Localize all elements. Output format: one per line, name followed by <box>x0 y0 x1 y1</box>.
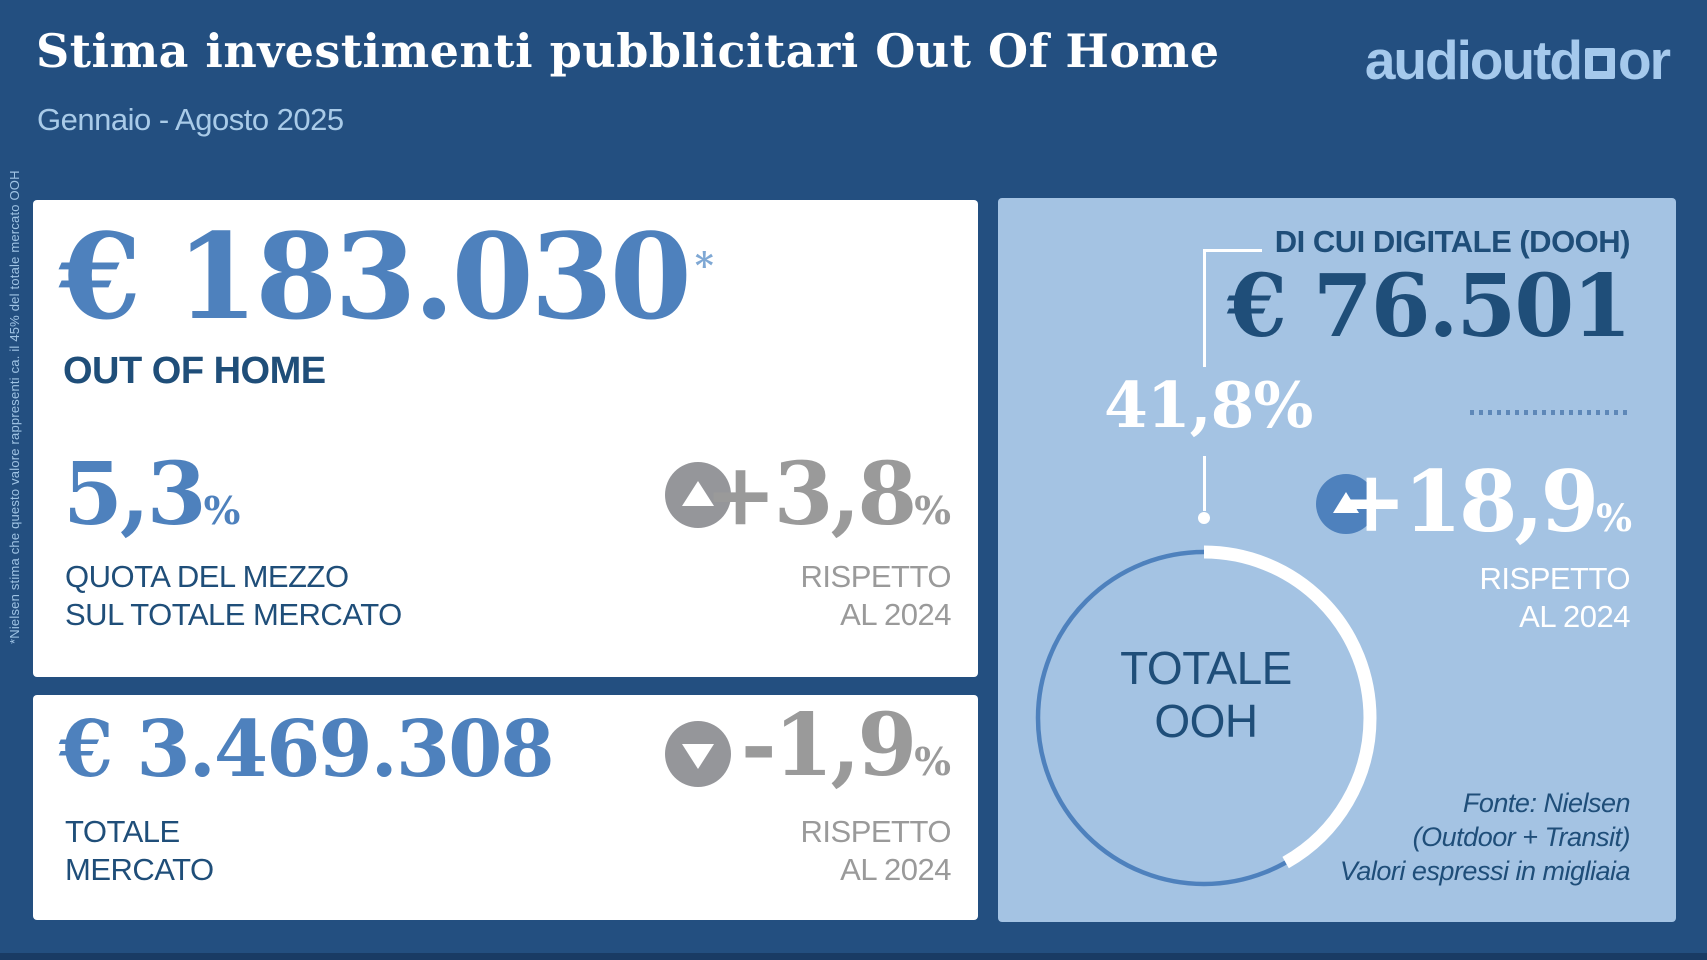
market-total-value: € 3.469.308 <box>59 704 555 795</box>
up-triangle-icon <box>1333 491 1359 513</box>
ooh-delta-caption-line2: AL 2024 <box>840 597 951 632</box>
ooh-value-text: € 183.030 <box>59 207 692 346</box>
market-delta-number: -1,9 <box>740 695 917 796</box>
page-subtitle: Gennaio - Agosto 2025 <box>37 102 344 137</box>
ooh-delta-caption-line1: RISPETTO <box>800 559 952 594</box>
callout-line-horizontal <box>1204 249 1262 252</box>
ooh-delta-caption: RISPETTO AL 2024 <box>800 558 952 634</box>
source-line1: Fonte: Nielsen <box>1462 788 1631 818</box>
market-delta-caption-line2: AL 2024 <box>840 852 951 887</box>
market-delta-caption-line1: RISPETTO <box>800 814 952 849</box>
callout-line-vertical-top <box>1203 249 1206 367</box>
percent-sign: % <box>203 489 241 534</box>
market-caption-line2: MERCATO <box>65 852 214 887</box>
ooh-share-caption: QUOTA DEL MEZZO SUL TOTALE MERCATO <box>65 558 402 634</box>
ooh-label: OUT OF HOME <box>63 350 326 392</box>
ooh-delta-vs-2024: +3,8% <box>705 452 951 538</box>
panel-dooh: DI CUI DIGITALE (DOOH) € 76.501 41,8% +1… <box>998 198 1676 922</box>
arrow-up-circle-icon <box>665 462 731 528</box>
nielsen-footnote: *Nielsen stima che questo valore rappres… <box>7 170 22 644</box>
callout-line-vertical-bottom <box>1203 456 1206 511</box>
dotted-divider <box>1470 410 1630 415</box>
logo-text-post: or <box>1618 29 1671 91</box>
market-caption-line1: TOTALE <box>65 814 180 849</box>
source-note: Fonte: Nielsen (Outdoor + Transit) Valor… <box>1339 786 1631 888</box>
dooh-delta-caption-line2: AL 2024 <box>1519 599 1630 634</box>
dooh-title: DI CUI DIGITALE (DOOH) <box>1274 224 1631 259</box>
arrow-down-circle-icon <box>665 721 731 787</box>
ooh-market-share: 5,3% <box>63 452 240 538</box>
market-caption: TOTALE MERCATO <box>65 813 214 889</box>
callout-line-end-dot <box>1198 512 1210 524</box>
dooh-value: € 76.501 <box>1227 256 1632 357</box>
ooh-share-number: 5,3 <box>63 444 207 545</box>
ooh-share-caption-line2: SUL TOTALE MERCATO <box>65 597 402 632</box>
percent-sign: % <box>914 489 951 534</box>
logo-text-pre: audioutd <box>1364 29 1583 91</box>
panel-out-of-home: € 183.030 * OUT OF HOME 5,3% QUOTA DEL ME… <box>33 200 978 677</box>
source-line2: (Outdoor + Transit) <box>1412 822 1631 852</box>
donut-label-line1: TOTALE <box>1120 642 1292 694</box>
dooh-delta-vs-2024: +18,9% <box>1336 460 1632 544</box>
donut-dooh-arc <box>1031 545 1377 891</box>
ooh-share-caption-line1: QUOTA DEL MEZZO <box>65 559 349 594</box>
ooh-delta-number: +3,8 <box>704 444 918 545</box>
bottom-edge-shadow <box>0 953 1707 960</box>
percent-sign: % <box>1596 496 1632 540</box>
dooh-delta-caption-line1: RISPETTO <box>1479 561 1631 596</box>
logo-square-o-icon <box>1585 48 1615 79</box>
percent-sign: % <box>914 740 951 785</box>
donut-label-line2: OOH <box>1154 695 1258 747</box>
panel-total-market: € 3.469.308 -1,9% TOTALE MERCATO RISPETT… <box>33 695 978 920</box>
audioutdoor-logo: audioutd or <box>1364 29 1671 91</box>
donut-center-label: TOTALE OOH <box>1056 642 1356 748</box>
ooh-investment-value: € 183.030 * <box>59 218 714 336</box>
dooh-delta-number: +18,9 <box>1336 452 1599 551</box>
donut-chart-totale-ooh <box>1031 545 1377 891</box>
up-triangle-icon <box>682 480 714 506</box>
footnote-asterisk: * <box>694 244 714 287</box>
market-delta-caption: RISPETTO AL 2024 <box>800 813 952 889</box>
source-line3: Valori espressi in migliaia <box>1339 856 1631 886</box>
down-triangle-icon <box>682 743 714 769</box>
market-delta-vs-2024: -1,9% <box>741 703 951 789</box>
arrow-up-circle-icon <box>1316 474 1376 534</box>
page-title: Stima investimenti pubblicitari Out Of H… <box>36 24 1220 78</box>
dooh-share-of-ooh: 41,8% <box>1104 368 1313 442</box>
dooh-delta-caption: RISPETTO AL 2024 <box>1479 560 1631 636</box>
